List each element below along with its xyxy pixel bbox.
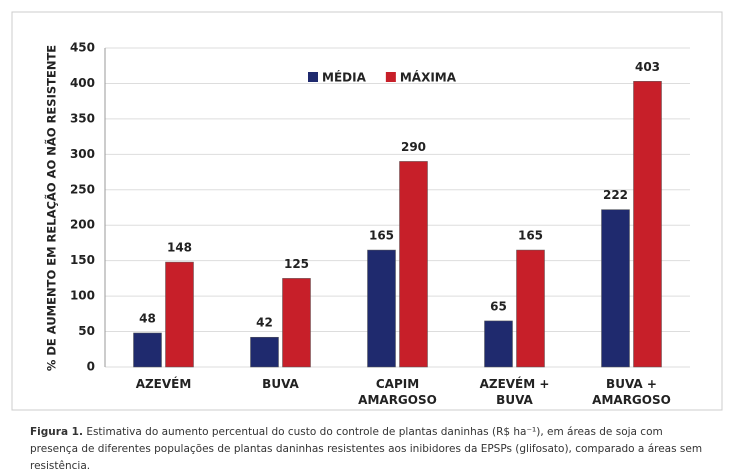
y-tick-label: 0 (87, 360, 95, 374)
caption-text: Estimativa do aumento percentual do cust… (30, 426, 703, 472)
y-tick-label: 300 (70, 147, 95, 161)
y-tick-label: 400 (70, 76, 95, 90)
bar (601, 209, 630, 368)
data-label: 222 (603, 188, 628, 202)
y-tick-label: 250 (70, 182, 95, 196)
data-label: 148 (167, 241, 192, 255)
y-tick-label: 200 (70, 218, 95, 232)
data-label: 290 (401, 140, 426, 154)
legend-swatch (385, 72, 396, 82)
data-label: 125 (284, 257, 309, 271)
bar (133, 332, 162, 368)
bar (633, 81, 662, 368)
data-label: 403 (635, 60, 660, 74)
data-label: 165 (369, 229, 394, 243)
y-tick-label: 50 (78, 324, 95, 338)
x-tick-label: AZEVÉM + BUVA (479, 377, 550, 407)
x-tick-label: BUVA + AMARGOSO (592, 377, 671, 407)
bar (367, 249, 396, 368)
y-tick-label: 350 (70, 111, 95, 125)
y-tick-label: 150 (70, 253, 95, 267)
bar (282, 278, 311, 368)
y-axis-title: % DE AUMENTO EM RELAÇÃO AO NÃO RESISTENT… (44, 45, 59, 371)
data-label: 42 (256, 316, 273, 330)
bar (484, 320, 513, 368)
bar (516, 249, 545, 368)
chart-frame (11, 11, 723, 411)
data-label: 48 (139, 311, 156, 325)
y-tick-label: 100 (70, 289, 95, 303)
caption: Figura 1. Estimativa do aumento percentu… (30, 424, 710, 475)
legend-label: MÁXIMA (400, 70, 457, 85)
bar (250, 336, 279, 368)
bar (399, 161, 428, 368)
x-tick-label: BUVA (262, 377, 299, 391)
caption-label: Figura 1. (30, 426, 83, 438)
data-label: 165 (518, 229, 543, 243)
x-tick-label: AZEVÉM (135, 377, 192, 391)
data-label: 65 (490, 299, 507, 313)
x-tick-label: CAPIM AMARGOSO (358, 377, 437, 407)
y-tick-label: 450 (70, 41, 95, 55)
legend-label: MÉDIA (322, 70, 367, 85)
bar (165, 261, 194, 368)
legend-swatch (308, 72, 318, 82)
chart: % DE AUMENTO EM RELAÇÃO AO NÃO RESISTENT… (11, 11, 723, 411)
